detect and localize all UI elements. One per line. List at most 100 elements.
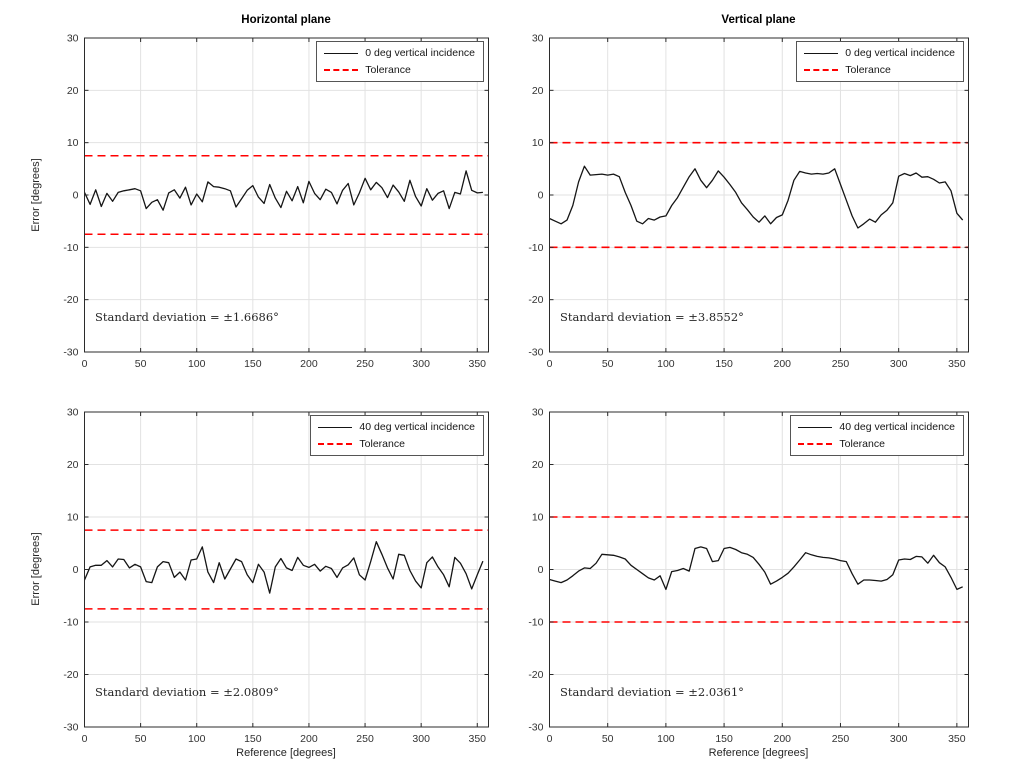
legend-bottom-right: 40 deg vertical incidence Tolerance xyxy=(790,415,964,456)
series-line xyxy=(549,546,963,591)
y-tick-label: -20 xyxy=(528,669,543,681)
std-annotation-bottom-right: Standard deviation = ±2.0361° xyxy=(560,685,744,699)
x-tick-label: 300 xyxy=(412,733,430,743)
x-tick-label: 350 xyxy=(948,733,966,743)
std-annotation-top-left: Standard deviation = ±1.6686° xyxy=(95,310,279,324)
tolerance-line-sample-icon xyxy=(318,443,353,445)
y-axis-label-top: Error [degrees] xyxy=(30,158,42,232)
tolerance-line-sample-icon xyxy=(798,443,833,445)
series-line xyxy=(549,165,964,229)
x-tick-label: 100 xyxy=(188,358,206,368)
y-tick-label: -10 xyxy=(63,242,78,254)
legend-entry-series: 40 deg vertical incidence xyxy=(318,420,475,434)
y-tick-label: 10 xyxy=(67,137,79,149)
x-tick-label: 100 xyxy=(188,733,206,743)
y-tick-label: 30 xyxy=(532,33,544,45)
y-tick-label: -20 xyxy=(63,294,78,306)
x-tick-label: 0 xyxy=(547,733,553,743)
x-tick-label: 50 xyxy=(602,358,614,368)
legend-series-label: 40 deg vertical incidence xyxy=(359,421,475,433)
legend-bottom-left: 40 deg vertical incidence Tolerance xyxy=(310,415,484,456)
legend-entry-tolerance: Tolerance xyxy=(798,437,955,451)
y-tick-label: 10 xyxy=(532,137,544,149)
plot-area-vertical-40deg: 0 50 100 150 200 250 300 350 -30 -20 -10 0 10 20 30 xyxy=(528,407,969,743)
x-tick-label: 250 xyxy=(356,733,374,743)
y-tick-label: -10 xyxy=(528,617,543,629)
x-tick-label: 350 xyxy=(948,358,966,368)
std-annotation-bottom-left: Standard deviation = ±2.0809° xyxy=(95,685,279,699)
legend-entry-series: 40 deg vertical incidence xyxy=(798,420,955,434)
legend-tolerance-label: Tolerance xyxy=(365,64,411,76)
legend-entry-tolerance: Tolerance xyxy=(318,437,475,451)
y-tick-label: 0 xyxy=(73,190,79,202)
x-tick-label: 350 xyxy=(469,358,487,368)
x-axis-label-bottom-right: Reference [degrees] xyxy=(708,747,809,759)
x-tick-label: 250 xyxy=(356,358,374,368)
y-tick-label: 30 xyxy=(67,33,79,45)
x-tick-label: 200 xyxy=(300,358,318,368)
y-tick-label: -30 xyxy=(528,347,543,359)
x-tick-label: 250 xyxy=(832,358,850,368)
y-tick-label: -10 xyxy=(63,617,78,629)
x-tick-label: 100 xyxy=(657,733,675,743)
y-tick-label: 0 xyxy=(73,564,79,576)
legend-top-right: 0 deg vertical incidence Tolerance xyxy=(796,41,964,82)
legend-entry-series: 0 deg vertical incidence xyxy=(804,46,955,60)
series-line xyxy=(83,170,483,211)
legend-tolerance-label: Tolerance xyxy=(845,64,891,76)
series-line xyxy=(83,541,484,594)
y-tick-label: 20 xyxy=(532,85,544,97)
y-tick-label: 30 xyxy=(532,407,544,419)
x-tick-label: 200 xyxy=(300,733,318,743)
series-line-sample-icon xyxy=(318,426,353,428)
x-tick-label: 150 xyxy=(715,733,733,743)
legend-series-label: 0 deg vertical incidence xyxy=(845,47,955,59)
x-tick-label: 200 xyxy=(774,358,792,368)
y-tick-label: -30 xyxy=(63,722,78,734)
x-tick-label: 150 xyxy=(715,358,733,368)
x-tick-label: 150 xyxy=(244,733,262,743)
y-tick-label: -30 xyxy=(63,347,78,359)
y-tick-label: 0 xyxy=(538,190,544,202)
series-line-sample-icon xyxy=(324,52,359,54)
series-line-sample-icon xyxy=(804,52,839,54)
legend-entry-tolerance: Tolerance xyxy=(324,63,475,77)
legend-series-label: 0 deg vertical incidence xyxy=(365,47,475,59)
std-annotation-top-right: Standard deviation = ±3.8552° xyxy=(560,310,744,324)
chart-title-vertical-plane: Vertical plane xyxy=(721,14,796,26)
legend-tolerance-label: Tolerance xyxy=(359,438,405,450)
tolerance-line-sample-icon xyxy=(804,69,839,71)
y-tick-label: -30 xyxy=(528,722,543,734)
legend-top-left: 0 deg vertical incidence Tolerance xyxy=(316,41,484,82)
tolerance-line-sample-icon xyxy=(324,69,359,71)
legend-entry-series: 0 deg vertical incidence xyxy=(324,46,475,60)
y-tick-label: 10 xyxy=(532,512,544,524)
x-tick-label: 0 xyxy=(82,733,88,743)
x-tick-label: 50 xyxy=(602,733,614,743)
legend-entry-tolerance: Tolerance xyxy=(804,63,955,77)
x-tick-label: 350 xyxy=(469,733,487,743)
x-tick-label: 50 xyxy=(135,733,147,743)
x-tick-label: 100 xyxy=(657,358,675,368)
x-tick-label: 300 xyxy=(890,733,908,743)
x-tick-label: 50 xyxy=(135,358,147,368)
y-tick-label: -20 xyxy=(528,294,543,306)
x-axis-label-bottom-left: Reference [degrees] xyxy=(236,747,336,759)
y-tick-label: 30 xyxy=(67,407,79,419)
plot-area-horizontal-0deg: 0 50 100 150 200 250 300 350 -30 -20 -10 0 10 20 30 xyxy=(63,33,489,368)
y-tick-label: -10 xyxy=(528,242,543,254)
x-tick-label: 0 xyxy=(547,358,553,368)
y-tick-label: 20 xyxy=(532,459,544,471)
y-tick-label: 20 xyxy=(67,459,79,471)
y-axis-label-bottom: Error [degrees] xyxy=(30,532,42,606)
y-tick-label: 20 xyxy=(67,85,79,97)
x-tick-label: 0 xyxy=(82,358,88,368)
y-tick-label: -20 xyxy=(63,669,78,681)
plot-area-horizontal-40deg: 0 50 100 150 200 250 300 350 -30 -20 -10 0 10 20 30 xyxy=(63,407,489,743)
x-tick-label: 300 xyxy=(412,358,430,368)
chart-title-horizontal-plane: Horizontal plane xyxy=(241,14,331,26)
legend-tolerance-label: Tolerance xyxy=(839,438,885,450)
y-tick-label: 0 xyxy=(538,564,544,576)
series-line-sample-icon xyxy=(798,426,833,428)
